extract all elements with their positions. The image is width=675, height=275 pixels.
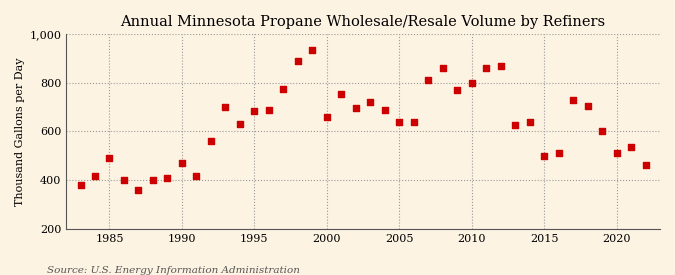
- Point: [611, 151, 622, 156]
- Point: [539, 153, 549, 158]
- Point: [437, 66, 448, 70]
- Point: [321, 115, 332, 119]
- Point: [249, 109, 260, 113]
- Point: [350, 106, 361, 111]
- Point: [597, 129, 608, 134]
- Point: [495, 64, 506, 68]
- Point: [292, 59, 303, 63]
- Point: [524, 120, 535, 124]
- Point: [104, 156, 115, 160]
- Point: [307, 48, 318, 52]
- Point: [554, 151, 564, 156]
- Point: [162, 175, 173, 180]
- Point: [582, 104, 593, 108]
- Point: [90, 174, 101, 179]
- Point: [568, 98, 578, 102]
- Point: [119, 178, 130, 182]
- Text: Source: U.S. Energy Information Administration: Source: U.S. Energy Information Administ…: [47, 266, 300, 275]
- Point: [75, 183, 86, 187]
- Point: [205, 139, 216, 143]
- Point: [481, 66, 491, 70]
- Y-axis label: Thousand Gallons per Day: Thousand Gallons per Day: [15, 57, 25, 206]
- Point: [510, 123, 520, 128]
- Point: [640, 163, 651, 168]
- Point: [626, 145, 637, 150]
- Point: [278, 87, 289, 91]
- Point: [220, 105, 231, 109]
- Point: [394, 120, 404, 124]
- Point: [379, 108, 390, 112]
- Point: [423, 78, 433, 83]
- Point: [148, 178, 159, 182]
- Point: [234, 122, 245, 127]
- Point: [408, 120, 419, 124]
- Point: [466, 81, 477, 85]
- Point: [133, 188, 144, 192]
- Point: [177, 161, 188, 165]
- Point: [263, 108, 274, 112]
- Title: Annual Minnesota Propane Wholesale/Resale Volume by Refiners: Annual Minnesota Propane Wholesale/Resal…: [120, 15, 605, 29]
- Point: [191, 174, 202, 179]
- Point: [452, 88, 462, 92]
- Point: [336, 92, 347, 96]
- Point: [365, 100, 376, 104]
